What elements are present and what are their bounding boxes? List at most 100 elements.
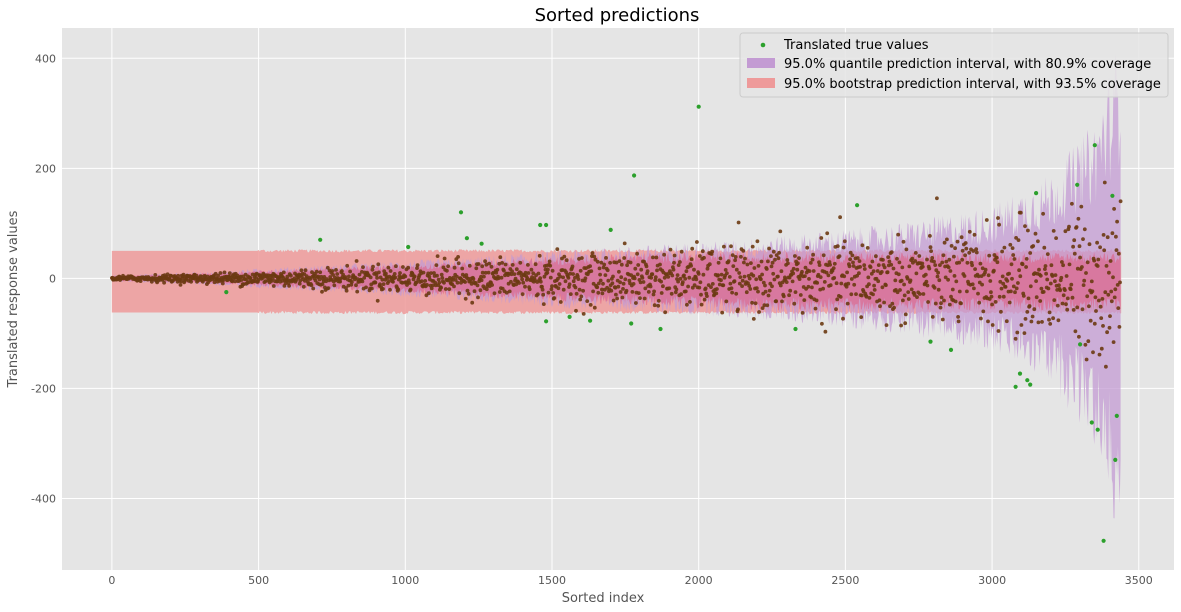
x-tick-label: 1000 (391, 574, 419, 587)
data-point (597, 266, 602, 271)
data-point (577, 287, 582, 292)
data-point (815, 281, 820, 285)
data-point (289, 273, 293, 278)
data-point (642, 259, 646, 264)
data-point (900, 265, 905, 270)
data-point (810, 257, 815, 262)
data-point (959, 235, 964, 240)
data-point (929, 249, 933, 254)
data-point (898, 288, 902, 292)
data-point (948, 269, 953, 273)
data-point (872, 283, 876, 288)
data-point (1099, 346, 1104, 351)
data-point (773, 257, 777, 262)
data-point (483, 270, 488, 275)
data-point (921, 292, 926, 296)
data-point (391, 279, 395, 284)
data-point (421, 270, 426, 275)
data-point (1013, 290, 1017, 295)
data-point (434, 263, 439, 267)
data-point (381, 287, 385, 291)
data-point (1071, 244, 1075, 249)
data-point (455, 274, 459, 279)
data-point (548, 275, 553, 280)
data-point (1081, 283, 1086, 287)
data-point (374, 273, 379, 277)
data-point-outlier (544, 319, 549, 324)
data-point (731, 264, 736, 268)
data-point (212, 280, 217, 285)
data-point (674, 287, 679, 292)
data-point (1014, 286, 1019, 291)
data-point (338, 279, 342, 284)
data-point (1101, 324, 1105, 328)
data-point (415, 263, 420, 267)
data-point (311, 286, 316, 291)
data-point (778, 229, 783, 234)
data-point (800, 269, 804, 274)
data-point (932, 259, 936, 264)
data-point (776, 256, 781, 261)
data-point (716, 273, 720, 278)
data-point (740, 278, 745, 283)
data-point (1108, 314, 1112, 318)
data-point (330, 269, 335, 273)
data-point (1104, 264, 1109, 268)
data-point (360, 279, 365, 284)
data-point (938, 305, 943, 310)
data-point (484, 262, 489, 267)
data-point (635, 251, 639, 256)
data-point (673, 290, 678, 295)
data-point (605, 268, 610, 273)
data-point (796, 261, 800, 266)
data-point (573, 275, 577, 280)
data-point (549, 287, 554, 292)
data-point (959, 301, 963, 306)
data-point (864, 294, 869, 299)
data-point (824, 270, 829, 275)
data-point (933, 263, 938, 267)
data-point (941, 253, 946, 258)
data-point (1061, 293, 1066, 298)
data-point (619, 275, 624, 280)
data-point (314, 269, 319, 274)
data-point (1038, 273, 1043, 278)
data-point (1086, 339, 1091, 344)
data-point (661, 284, 665, 289)
data-point (767, 288, 772, 293)
data-point (463, 280, 467, 284)
data-point (1072, 251, 1077, 256)
data-point (1118, 280, 1122, 285)
data-point (540, 287, 545, 292)
data-point (138, 279, 143, 283)
data-point (649, 275, 654, 280)
data-point (717, 282, 722, 287)
data-point (381, 282, 386, 286)
data-point (993, 300, 998, 304)
data-point (1111, 275, 1115, 280)
data-point (520, 277, 524, 282)
data-point (936, 287, 941, 292)
data-point (818, 275, 823, 279)
data-point (734, 267, 739, 272)
data-point (475, 283, 480, 288)
data-point (1095, 240, 1099, 245)
data-point (739, 254, 743, 259)
data-point (531, 271, 536, 276)
data-point (817, 263, 822, 267)
data-point (614, 292, 618, 297)
data-point (788, 288, 793, 293)
data-point (550, 284, 554, 289)
data-point (613, 285, 618, 290)
data-point (635, 272, 640, 277)
data-point (756, 264, 761, 268)
data-point (890, 301, 895, 306)
data-point (636, 291, 641, 295)
data-point (979, 316, 983, 321)
data-point (974, 247, 979, 252)
data-point (343, 275, 348, 279)
data-point (1102, 180, 1107, 185)
data-point (823, 329, 828, 334)
data-point (614, 260, 619, 265)
